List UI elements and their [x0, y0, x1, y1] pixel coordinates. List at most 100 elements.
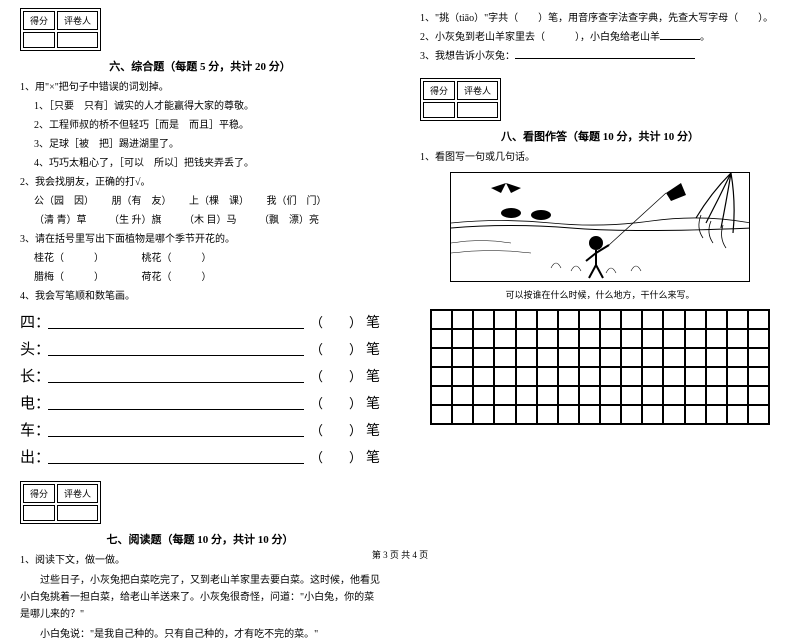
r1p1: 过些日子，小灰兔把白菜吃完了，又到老山羊家里去要白菜。这时候，他看见小白兔挑着一… [20, 572, 380, 623]
score-h1c: 得分 [423, 81, 455, 100]
grid-cell [431, 405, 452, 424]
img-caption: 可以按谁在什么时候，什么地方，干什么来写。 [420, 288, 780, 301]
grid-cell [473, 386, 494, 405]
p1: 1、看图写一句或几句话。 [420, 150, 780, 166]
grid-cell [600, 386, 621, 405]
q1-2: 2、工程师叔的桥不但轻巧［而是 而且］平稳。 [20, 118, 380, 134]
grid-cell [642, 329, 663, 348]
grid-cell [579, 405, 600, 424]
stroke-row: 电：（ ）笔 [20, 392, 380, 413]
grid-cell [537, 329, 558, 348]
grid-cell [516, 348, 537, 367]
grid-cell [431, 386, 452, 405]
stroke-bi: 笔 [366, 366, 380, 386]
grid-cell [537, 405, 558, 424]
grid-cell [685, 310, 706, 329]
q3a: 桂花（ ） [34, 253, 99, 264]
stroke-row: 车：（ ）笔 [20, 419, 380, 440]
r1p2: 小白兔说："是我自己种的。只有自己种的，才有吃不完的菜。" [20, 626, 380, 643]
stroke-row: 四：（ ）笔 [20, 311, 380, 332]
score-h1: 得分 [23, 11, 55, 30]
grid-cell [452, 310, 473, 329]
grid-cell [431, 329, 452, 348]
grid-cell [621, 367, 642, 386]
grid-cell [537, 386, 558, 405]
grid-cell [748, 348, 769, 367]
q1-1: 1、［只要 只有］诚实的人才能赢得大家的尊敬。 [20, 99, 380, 115]
grid-cell [663, 367, 684, 386]
grid-cell [473, 310, 494, 329]
grid-cell [706, 386, 727, 405]
grid-cell [579, 329, 600, 348]
section-7-title: 七、阅读题（每题 10 分，共计 10 分） [20, 531, 380, 547]
stroke-bi: 笔 [366, 420, 380, 440]
q4: 4、我会写笔顺和数笔画。 [20, 289, 380, 305]
t3: 3、我想告诉小灰兔： [420, 49, 780, 65]
grid-cell [748, 329, 769, 348]
stroke-line [48, 423, 304, 437]
grid-cell [494, 310, 515, 329]
q3: 3、请在括号里写出下面植物是哪个季节开花的。 [20, 232, 380, 248]
writing-grid [430, 309, 770, 425]
q3-row1: 桂花（ ） 桃花（ ） [20, 251, 380, 267]
stroke-line [48, 369, 304, 383]
score-table-6: 得分评卷人 [20, 8, 101, 51]
grid-cell [685, 367, 706, 386]
q2-1b: 朋（有 友） [112, 196, 167, 207]
stroke-char: 头： [20, 338, 42, 359]
grid-cell [706, 329, 727, 348]
stroke-char: 电： [20, 392, 42, 413]
grid-cell [748, 386, 769, 405]
grid-cell [663, 405, 684, 424]
grid-cell [516, 329, 537, 348]
q2-row2: （清 青）草 （生 升）旗 （木 目）马 （飘 漂）亮 [20, 213, 380, 229]
grid-cell [558, 348, 579, 367]
grid-cell [748, 367, 769, 386]
grid-cell [621, 310, 642, 329]
grid-cell [727, 348, 748, 367]
stroke-line [48, 450, 304, 464]
grid-cell [621, 348, 642, 367]
stroke-row: 出：（ ）笔 [20, 446, 380, 467]
score-h2: 评卷人 [57, 11, 98, 30]
t2: 2、小灰兔到老山羊家里去（ ），小白兔给老山羊。 [420, 30, 780, 46]
grid-cell [494, 386, 515, 405]
grid-cell [642, 367, 663, 386]
grid-cell [727, 386, 748, 405]
grid-cell [558, 386, 579, 405]
grid-cell [600, 310, 621, 329]
grid-cell [642, 310, 663, 329]
grid-cell [452, 386, 473, 405]
grid-cell [473, 329, 494, 348]
stroke-char: 长： [20, 365, 42, 386]
grid-cell [748, 310, 769, 329]
grid-cell [431, 348, 452, 367]
grid-cell [452, 348, 473, 367]
q1-3: 3、足球［被 把］踢进湖里了。 [20, 137, 380, 153]
grid-cell [600, 348, 621, 367]
grid-cell [685, 329, 706, 348]
grid-cell [537, 348, 558, 367]
stroke-count: （ ） [310, 339, 362, 358]
grid-cell [516, 367, 537, 386]
grid-cell [663, 348, 684, 367]
grid-cell [494, 405, 515, 424]
grid-cell [579, 310, 600, 329]
grid-cell [579, 367, 600, 386]
q3d: 荷花（ ） [142, 272, 212, 283]
grid-cell [558, 367, 579, 386]
score-table-8: 得分评卷人 [420, 78, 501, 121]
grid-cell [452, 367, 473, 386]
stroke-count: （ ） [310, 447, 362, 466]
stroke-char: 车： [20, 419, 42, 440]
stroke-count: （ ） [310, 393, 362, 412]
stroke-line [48, 315, 304, 329]
grid-cell [642, 405, 663, 424]
grid-cell [537, 367, 558, 386]
grid-cell [452, 329, 473, 348]
grid-cell [494, 329, 515, 348]
grid-cell [685, 386, 706, 405]
grid-cell [558, 329, 579, 348]
q3c: 腊梅（ ） [34, 272, 99, 283]
t3-text: 3、我想告诉小灰兔： [420, 51, 515, 62]
